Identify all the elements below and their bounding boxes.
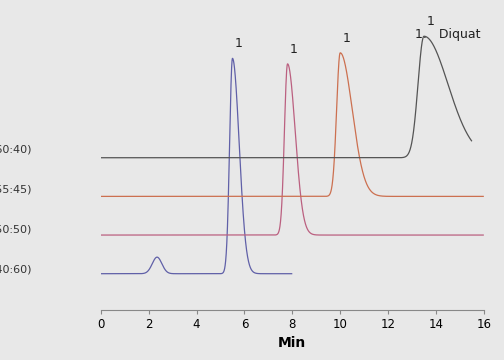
Text: (55:45): (55:45) bbox=[0, 184, 32, 194]
Text: 1: 1 bbox=[343, 32, 350, 45]
Text: 1: 1 bbox=[426, 15, 434, 28]
Text: 1.   Diquat: 1. Diquat bbox=[414, 28, 480, 41]
X-axis label: Min: Min bbox=[278, 337, 306, 351]
Text: (40:60): (40:60) bbox=[0, 264, 32, 274]
Text: (60:40): (60:40) bbox=[0, 145, 32, 154]
Text: 1: 1 bbox=[235, 37, 243, 50]
Text: 1: 1 bbox=[290, 42, 298, 55]
Text: (50:50): (50:50) bbox=[0, 224, 32, 234]
